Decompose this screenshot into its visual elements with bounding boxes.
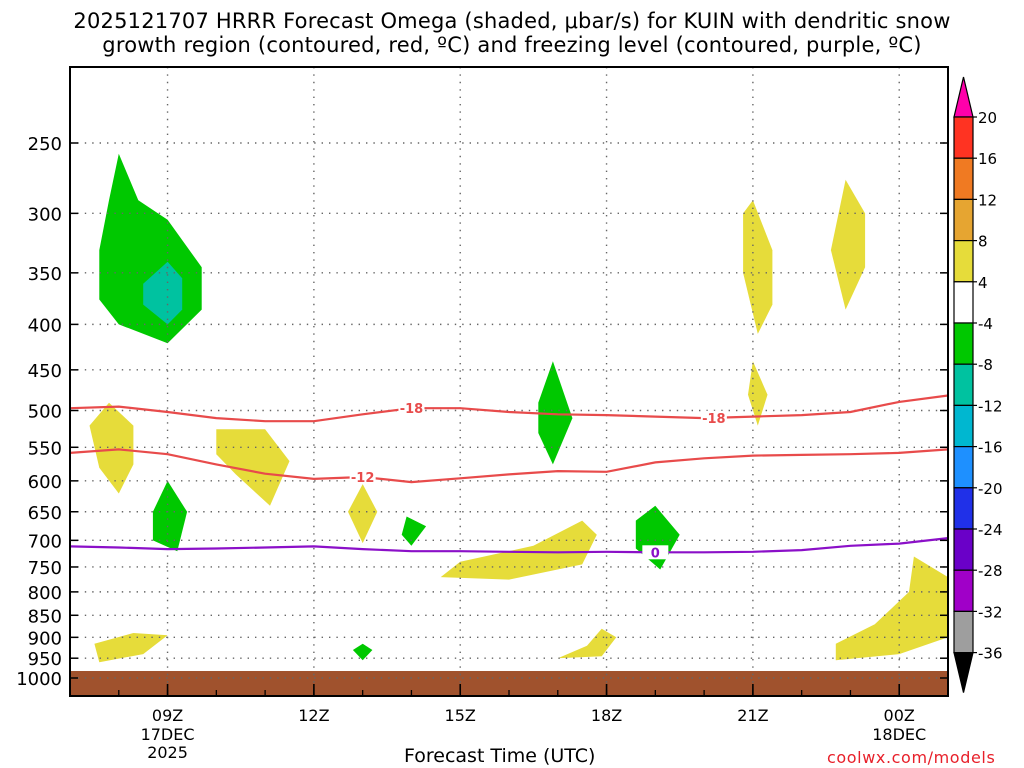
omega-region-14 xyxy=(94,633,168,663)
omega-region-8 xyxy=(440,520,597,580)
omega-region-7 xyxy=(538,361,573,465)
y-tick-label: 600 xyxy=(28,472,62,493)
omega-region-4 xyxy=(152,480,188,552)
contour-line-0 xyxy=(69,537,949,554)
colorbar-band xyxy=(953,240,974,283)
y-tick-label: 450 xyxy=(28,361,62,382)
y-tick-label: 1000 xyxy=(16,669,62,690)
colorbar-label: -36 xyxy=(978,645,1003,663)
colorbar-label: -24 xyxy=(978,521,1003,539)
colorbar-label: -8 xyxy=(978,356,993,374)
x-tick-label: 18Z xyxy=(591,706,622,725)
omega-region-1 xyxy=(143,261,183,325)
x-tick-label: 12Z xyxy=(298,706,329,725)
colorbar-band xyxy=(953,116,974,159)
colorbar-band xyxy=(953,198,974,242)
omega-region-3 xyxy=(216,429,290,506)
omega-region-12 xyxy=(830,179,866,310)
site-credit: coolwx.com/models xyxy=(827,748,996,767)
colorbar-band xyxy=(953,487,974,530)
x-tick-label: 00Z xyxy=(884,706,915,725)
y-tick-label: 400 xyxy=(28,315,62,336)
colorbar-label: -32 xyxy=(978,603,1003,621)
colorbar-label: -28 xyxy=(978,562,1003,580)
y-tick-label: 850 xyxy=(28,606,62,627)
omega-region-2 xyxy=(89,402,134,494)
colorbar-band xyxy=(953,281,974,324)
colorbar-label: 20 xyxy=(978,109,997,127)
plot-frame xyxy=(69,66,949,697)
x-tick-label: 09Z xyxy=(152,706,183,725)
colorbar-band xyxy=(953,157,974,200)
chart-title-line-1: 2025121707 HRRR Forecast Omega (shaded, … xyxy=(73,9,951,33)
y-tick-label: 350 xyxy=(28,264,62,285)
y-axis: 2503003504004505005506006507007508008509… xyxy=(16,134,948,690)
colorbar-band xyxy=(953,446,974,489)
contour-label-bg xyxy=(700,410,727,425)
grid-layer xyxy=(70,67,948,696)
omega-region-15 xyxy=(557,628,617,659)
colorbar-label: 8 xyxy=(978,233,988,251)
x-tick-sublabel: 17DEC xyxy=(141,725,195,744)
colorbar-label: 12 xyxy=(978,191,997,209)
x-axis-title: Forecast Time (UTC) xyxy=(404,745,596,767)
omega-region-0 xyxy=(99,153,202,344)
colorbar-band xyxy=(953,528,974,571)
omega-region-6 xyxy=(401,516,427,546)
contour-layer: -18 -18 -12 0 xyxy=(69,394,949,561)
y-tick-label: 800 xyxy=(28,583,62,604)
omega-region-16 xyxy=(352,643,373,661)
omega-region-13 xyxy=(835,556,948,661)
contour-label--12: -12 xyxy=(351,471,375,486)
chart-title-line-2: growth region (contoured, red, ºC) and f… xyxy=(102,33,922,57)
y-tick-label: 300 xyxy=(28,204,62,225)
y-tick-label: 250 xyxy=(28,134,62,155)
x-tick-sublabel: 18DEC xyxy=(872,725,926,744)
contour-label-bg xyxy=(642,545,669,560)
colorbar-label: -12 xyxy=(978,397,1003,415)
omega-shading-layer xyxy=(89,153,948,663)
colorbar-band xyxy=(953,610,974,654)
y-tick-label: 900 xyxy=(28,628,62,649)
y-tick-label: 500 xyxy=(28,402,62,423)
omega-region-11 xyxy=(748,361,768,426)
colorbar-bottom-arrow xyxy=(953,651,974,693)
colorbar-label: -20 xyxy=(978,480,1003,498)
colorbar: 20 16 12 8 4 -4 -8 -12 -16 -20 -24 -28 -32 -36 xyxy=(953,76,1003,693)
colorbar-band xyxy=(953,363,974,407)
y-tick-label: 700 xyxy=(28,531,62,552)
contour-label--18: -18 xyxy=(400,402,424,417)
y-tick-label: 550 xyxy=(28,438,62,459)
x-tick-label: 21Z xyxy=(737,706,768,725)
contour-label-0: 0 xyxy=(651,546,660,561)
contour-line--12 xyxy=(69,448,949,484)
colorbar-band xyxy=(953,322,974,365)
colorbar-label: -4 xyxy=(978,315,993,333)
contour-label-bg xyxy=(398,401,425,416)
colorbar-band xyxy=(953,404,974,448)
colorbar-label: 4 xyxy=(978,274,988,292)
x-tick-label: 15Z xyxy=(445,706,476,725)
colorbar-label: 16 xyxy=(978,150,997,168)
y-tick-label: 750 xyxy=(28,558,62,579)
y-tick-label: 950 xyxy=(28,649,62,670)
x-tick-sublabel: 2025 xyxy=(147,743,188,762)
omega-region-10 xyxy=(743,200,773,334)
contour-label-bg xyxy=(349,469,376,484)
contour-line--18 xyxy=(69,394,949,423)
y-tick-label: 650 xyxy=(28,503,62,524)
colorbar-band xyxy=(953,569,974,613)
omega-region-5 xyxy=(348,484,378,544)
colorbar-top-arrow xyxy=(953,76,974,118)
colorbar-label: -16 xyxy=(978,439,1003,457)
contour-label--18: -18 xyxy=(702,412,726,427)
